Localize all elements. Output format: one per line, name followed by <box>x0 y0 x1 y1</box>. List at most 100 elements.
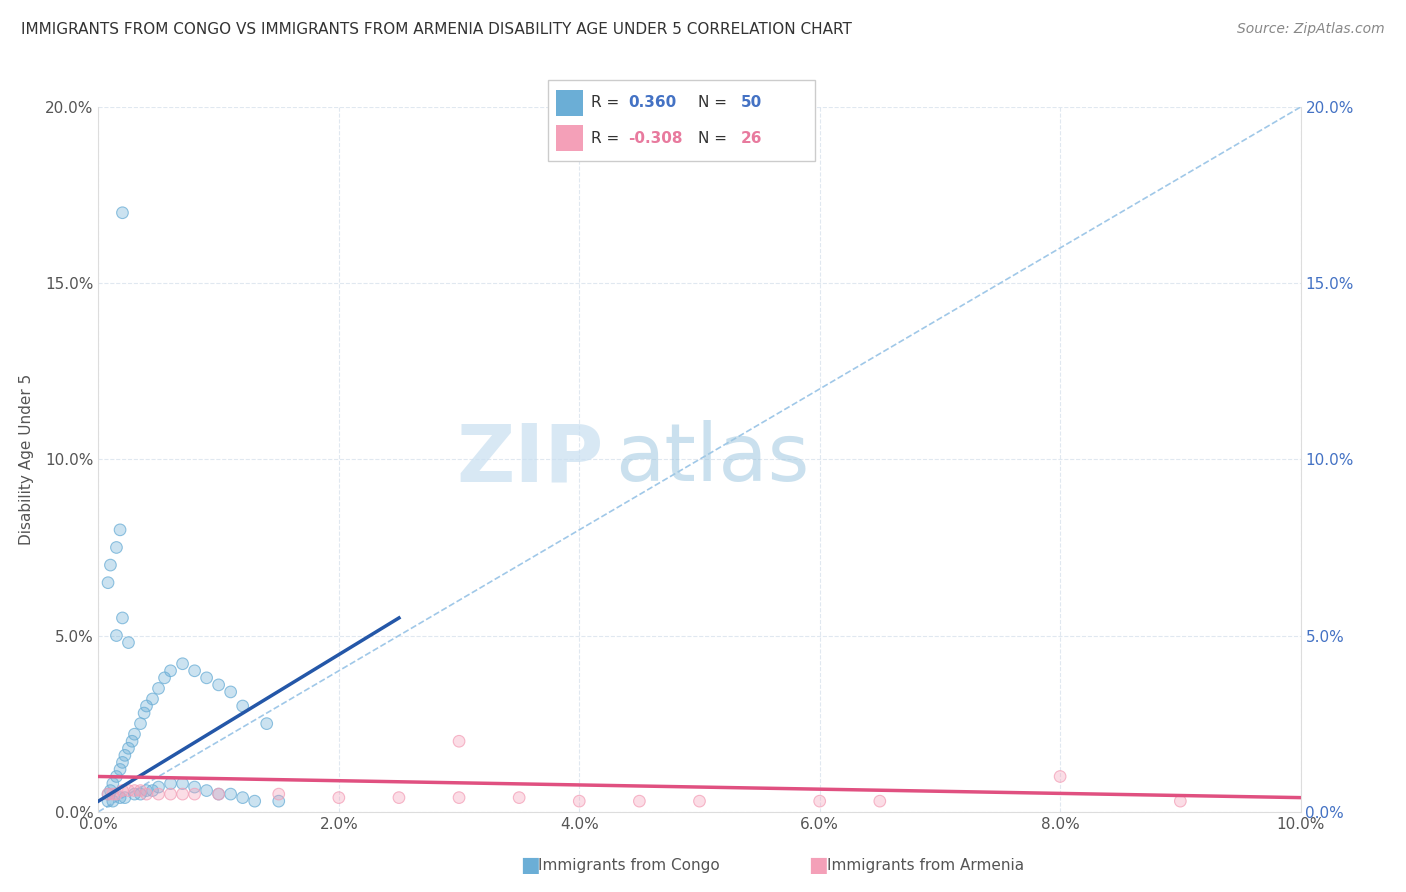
Text: ■: ■ <box>520 855 540 875</box>
Point <box>183 780 205 794</box>
Point <box>208 787 231 801</box>
Point <box>124 787 146 801</box>
Point <box>208 787 231 801</box>
Point <box>108 763 131 777</box>
Text: IMMIGRANTS FROM CONGO VS IMMIGRANTS FROM ARMENIA DISABILITY AGE UNDER 5 CORRELAT: IMMIGRANTS FROM CONGO VS IMMIGRANTS FROM… <box>21 22 852 37</box>
Point <box>256 716 278 731</box>
Text: N =: N = <box>697 95 731 111</box>
Point <box>135 787 157 801</box>
Point <box>568 794 591 808</box>
Point <box>208 678 231 692</box>
Point <box>141 692 163 706</box>
Point <box>172 787 194 801</box>
Point <box>148 780 170 794</box>
Point <box>117 783 139 797</box>
Point <box>100 783 122 797</box>
Text: R =: R = <box>591 95 624 111</box>
Text: Immigrants from Armenia: Immigrants from Armenia <box>827 858 1024 872</box>
Point <box>111 756 134 770</box>
Point <box>111 205 134 219</box>
Point <box>447 734 470 748</box>
Point <box>111 611 134 625</box>
Point <box>105 769 128 784</box>
Point <box>388 790 411 805</box>
Point <box>97 787 120 801</box>
Point <box>1049 769 1071 784</box>
Point <box>108 523 131 537</box>
Point <box>232 699 254 714</box>
Point <box>219 787 242 801</box>
Point <box>1170 794 1192 808</box>
Point <box>114 790 136 805</box>
Point <box>135 787 157 801</box>
Point <box>195 783 218 797</box>
Point <box>114 790 136 805</box>
Point <box>689 794 711 808</box>
Point <box>447 790 470 805</box>
Point <box>267 794 290 808</box>
Point <box>232 699 254 714</box>
Text: ZIP: ZIP <box>456 420 603 499</box>
Point <box>195 783 218 797</box>
Point <box>97 787 120 801</box>
Point <box>1049 769 1071 784</box>
Point <box>114 748 136 763</box>
Point <box>328 790 350 805</box>
Point <box>195 671 218 685</box>
Point <box>153 671 176 685</box>
Point <box>159 787 181 801</box>
Point <box>117 635 139 649</box>
Text: -0.308: -0.308 <box>628 130 683 145</box>
Point <box>129 783 152 797</box>
Point <box>808 794 831 808</box>
Point <box>219 787 242 801</box>
Point <box>183 787 205 801</box>
Point <box>135 699 157 714</box>
Point <box>447 790 470 805</box>
Point <box>97 787 120 801</box>
Point <box>101 794 124 808</box>
Point <box>141 783 163 797</box>
Point <box>101 776 124 790</box>
Text: Immigrants from Congo: Immigrants from Congo <box>538 858 720 872</box>
Point <box>159 787 181 801</box>
Point <box>97 794 120 808</box>
Point <box>869 794 891 808</box>
Point <box>1170 794 1192 808</box>
Point <box>208 787 231 801</box>
Point <box>105 787 128 801</box>
Point <box>100 558 122 573</box>
Point <box>132 706 155 720</box>
Point <box>117 741 139 756</box>
Point <box>141 692 163 706</box>
Point <box>101 787 124 801</box>
Point <box>568 794 591 808</box>
Point <box>105 787 128 801</box>
Point <box>114 748 136 763</box>
Point <box>148 681 170 696</box>
Text: Source: ZipAtlas.com: Source: ZipAtlas.com <box>1237 22 1385 37</box>
Point <box>124 783 146 797</box>
Point <box>105 628 128 642</box>
Point <box>111 756 134 770</box>
Text: 50: 50 <box>741 95 762 111</box>
Point <box>148 780 170 794</box>
Point <box>135 783 157 797</box>
FancyBboxPatch shape <box>557 90 583 116</box>
Point <box>100 558 122 573</box>
Point <box>159 776 181 790</box>
Point <box>141 783 163 797</box>
Point <box>153 671 176 685</box>
Point <box>121 734 143 748</box>
FancyBboxPatch shape <box>548 80 815 161</box>
Point <box>124 727 146 741</box>
Point <box>267 794 290 808</box>
Text: R =: R = <box>591 130 624 145</box>
Point <box>97 794 120 808</box>
Point <box>121 734 143 748</box>
Text: atlas: atlas <box>616 420 810 499</box>
Y-axis label: Disability Age Under 5: Disability Age Under 5 <box>20 374 34 545</box>
Point <box>108 523 131 537</box>
Point <box>208 787 231 801</box>
Text: ■: ■ <box>808 855 828 875</box>
